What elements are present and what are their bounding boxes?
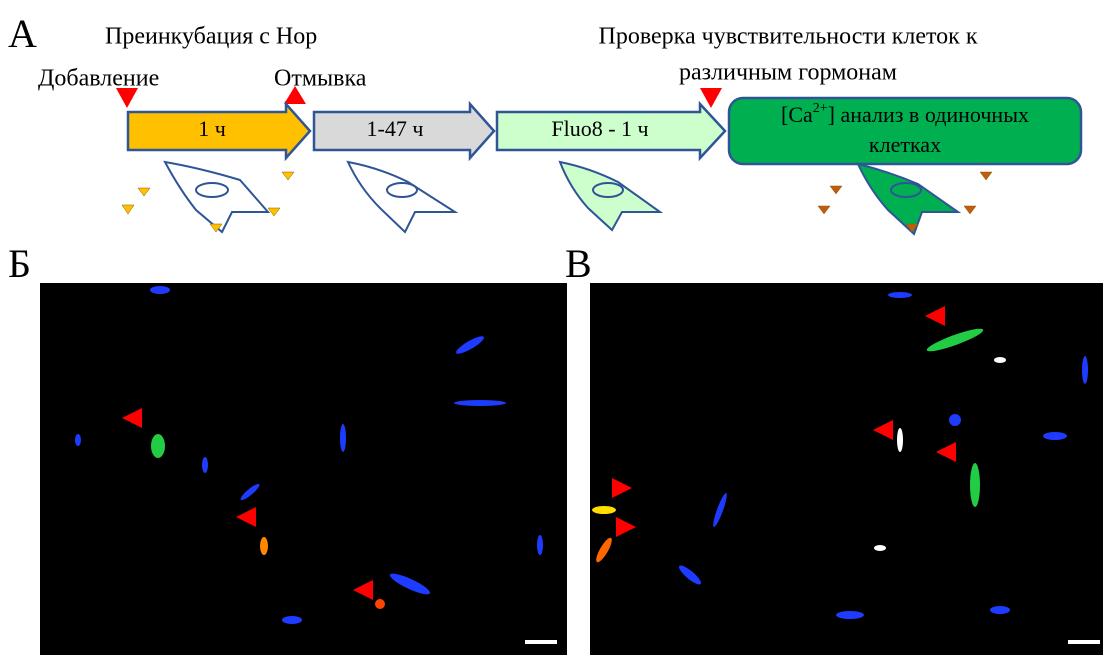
markers (116, 86, 722, 108)
panel-letter: Б (8, 241, 31, 286)
label: Добавление (38, 66, 159, 92)
step-label: 1 ч (198, 116, 226, 141)
text: ] анализ в одиночных (828, 102, 1029, 127)
panel-letter: А (8, 11, 37, 56)
hormone-dots (122, 172, 992, 232)
label: Преинкубация с Нор (105, 24, 317, 50)
micrograph (590, 283, 1103, 655)
scale-bar (1068, 640, 1100, 644)
text: [Ca (781, 102, 813, 127)
micrograph (40, 283, 567, 655)
label: Проверка чувствительности клеток к (599, 24, 978, 50)
scale-bar (525, 640, 557, 644)
figure: А Преинкубация с Нор Добавление Отмывка … (0, 0, 1103, 655)
panel-letter: В (565, 241, 592, 286)
label: Отмывка (274, 66, 367, 92)
superscript: 2+ (813, 101, 828, 116)
step-label: 1-47 ч (367, 116, 424, 141)
label: различным гормонам (679, 60, 897, 86)
step-label: Fluo8 - 1 ч (551, 116, 648, 141)
step-label: клетках (869, 132, 941, 157)
